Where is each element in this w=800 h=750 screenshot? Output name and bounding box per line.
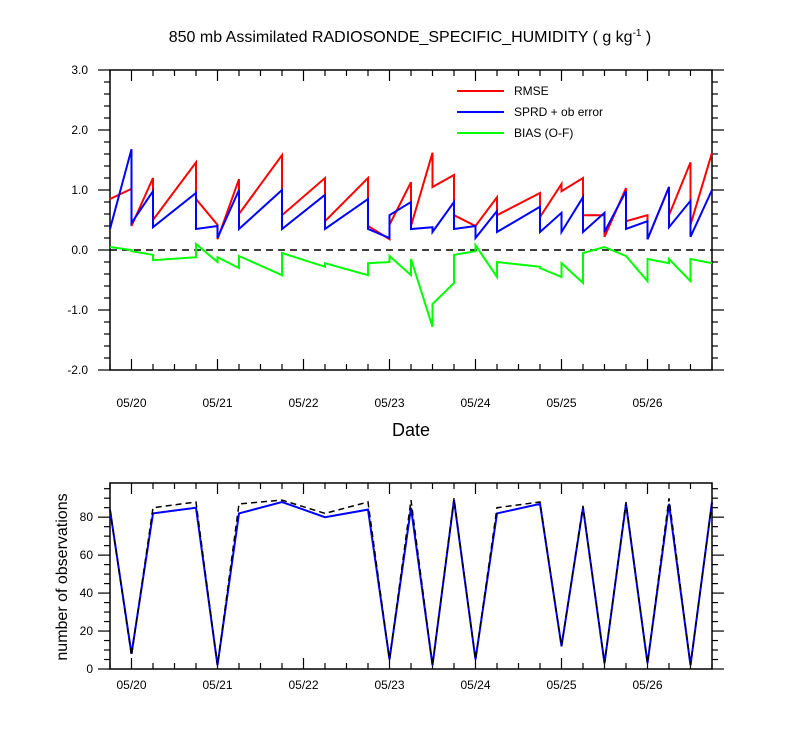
y-tick-label: 1.0 [71, 183, 88, 197]
y-tick-label: 0 [86, 662, 93, 676]
x-tick-label: 05/22 [288, 678, 318, 692]
bottom-plot: 05/20 05/21 05/22 05/23 05/24 05/25 05/26 0 20 40… [80, 482, 724, 692]
x-tick-label: 05/25 [546, 396, 576, 410]
legend-label: SPRD + ob error [514, 105, 603, 119]
y-tick-label: -1.0 [67, 303, 88, 317]
x-tick-label: 05/26 [632, 396, 662, 410]
series-line-bias-o-f [109, 241, 713, 328]
x-axis-title: Date [392, 420, 430, 440]
chart-title-end: ) [641, 29, 651, 46]
x-tick-label: 05/24 [460, 396, 490, 410]
x-tick-label: 05/22 [288, 396, 318, 410]
y-tick-label: 60 [80, 548, 94, 562]
y-tick-label: 20 [80, 624, 94, 638]
top-plot: 05/20 05/21 05/22 05/23 05/24 05/25 05/26 -2.0 -… [67, 63, 724, 410]
series-line-observations-possible [109, 498, 713, 666]
chart-title: 850 mb Assimilated RADIOSONDE_SPECIFIC_H… [169, 28, 652, 46]
y-tick-label: 2.0 [71, 123, 88, 137]
y-tick-label: 0.0 [71, 243, 88, 257]
x-tick-label: 05/21 [202, 678, 232, 692]
x-tick-label: 05/25 [546, 678, 576, 692]
y-tick-label: -2.0 [67, 363, 88, 377]
x-tick-label: 05/20 [116, 396, 146, 410]
x-tick-label: 05/24 [460, 678, 490, 692]
y-tick-label: 80 [80, 510, 94, 524]
series-line-sprd-ob-error [109, 148, 713, 241]
series-line-observations-used [109, 499, 713, 666]
y-tick-label: 40 [80, 586, 94, 600]
chart-title-main: 850 mb Assimilated RADIOSONDE_SPECIFIC_H… [169, 29, 633, 46]
x-tick-label: 05/21 [202, 396, 232, 410]
legend-label: RMSE [514, 84, 549, 98]
y-axis-title: number of observations [54, 493, 71, 660]
chart-title-superscript: -1 [633, 28, 642, 39]
x-tick-label: 05/20 [116, 678, 146, 692]
y-tick-label: 3.0 [71, 63, 88, 77]
legend-label: BIAS (O-F) [514, 126, 573, 140]
legend: RMSE SPRD + ob error BIAS (O-F) [457, 84, 603, 140]
x-tick-label: 05/23 [374, 396, 404, 410]
x-tick-label: 05/23 [374, 678, 404, 692]
x-tick-label: 05/26 [632, 678, 662, 692]
